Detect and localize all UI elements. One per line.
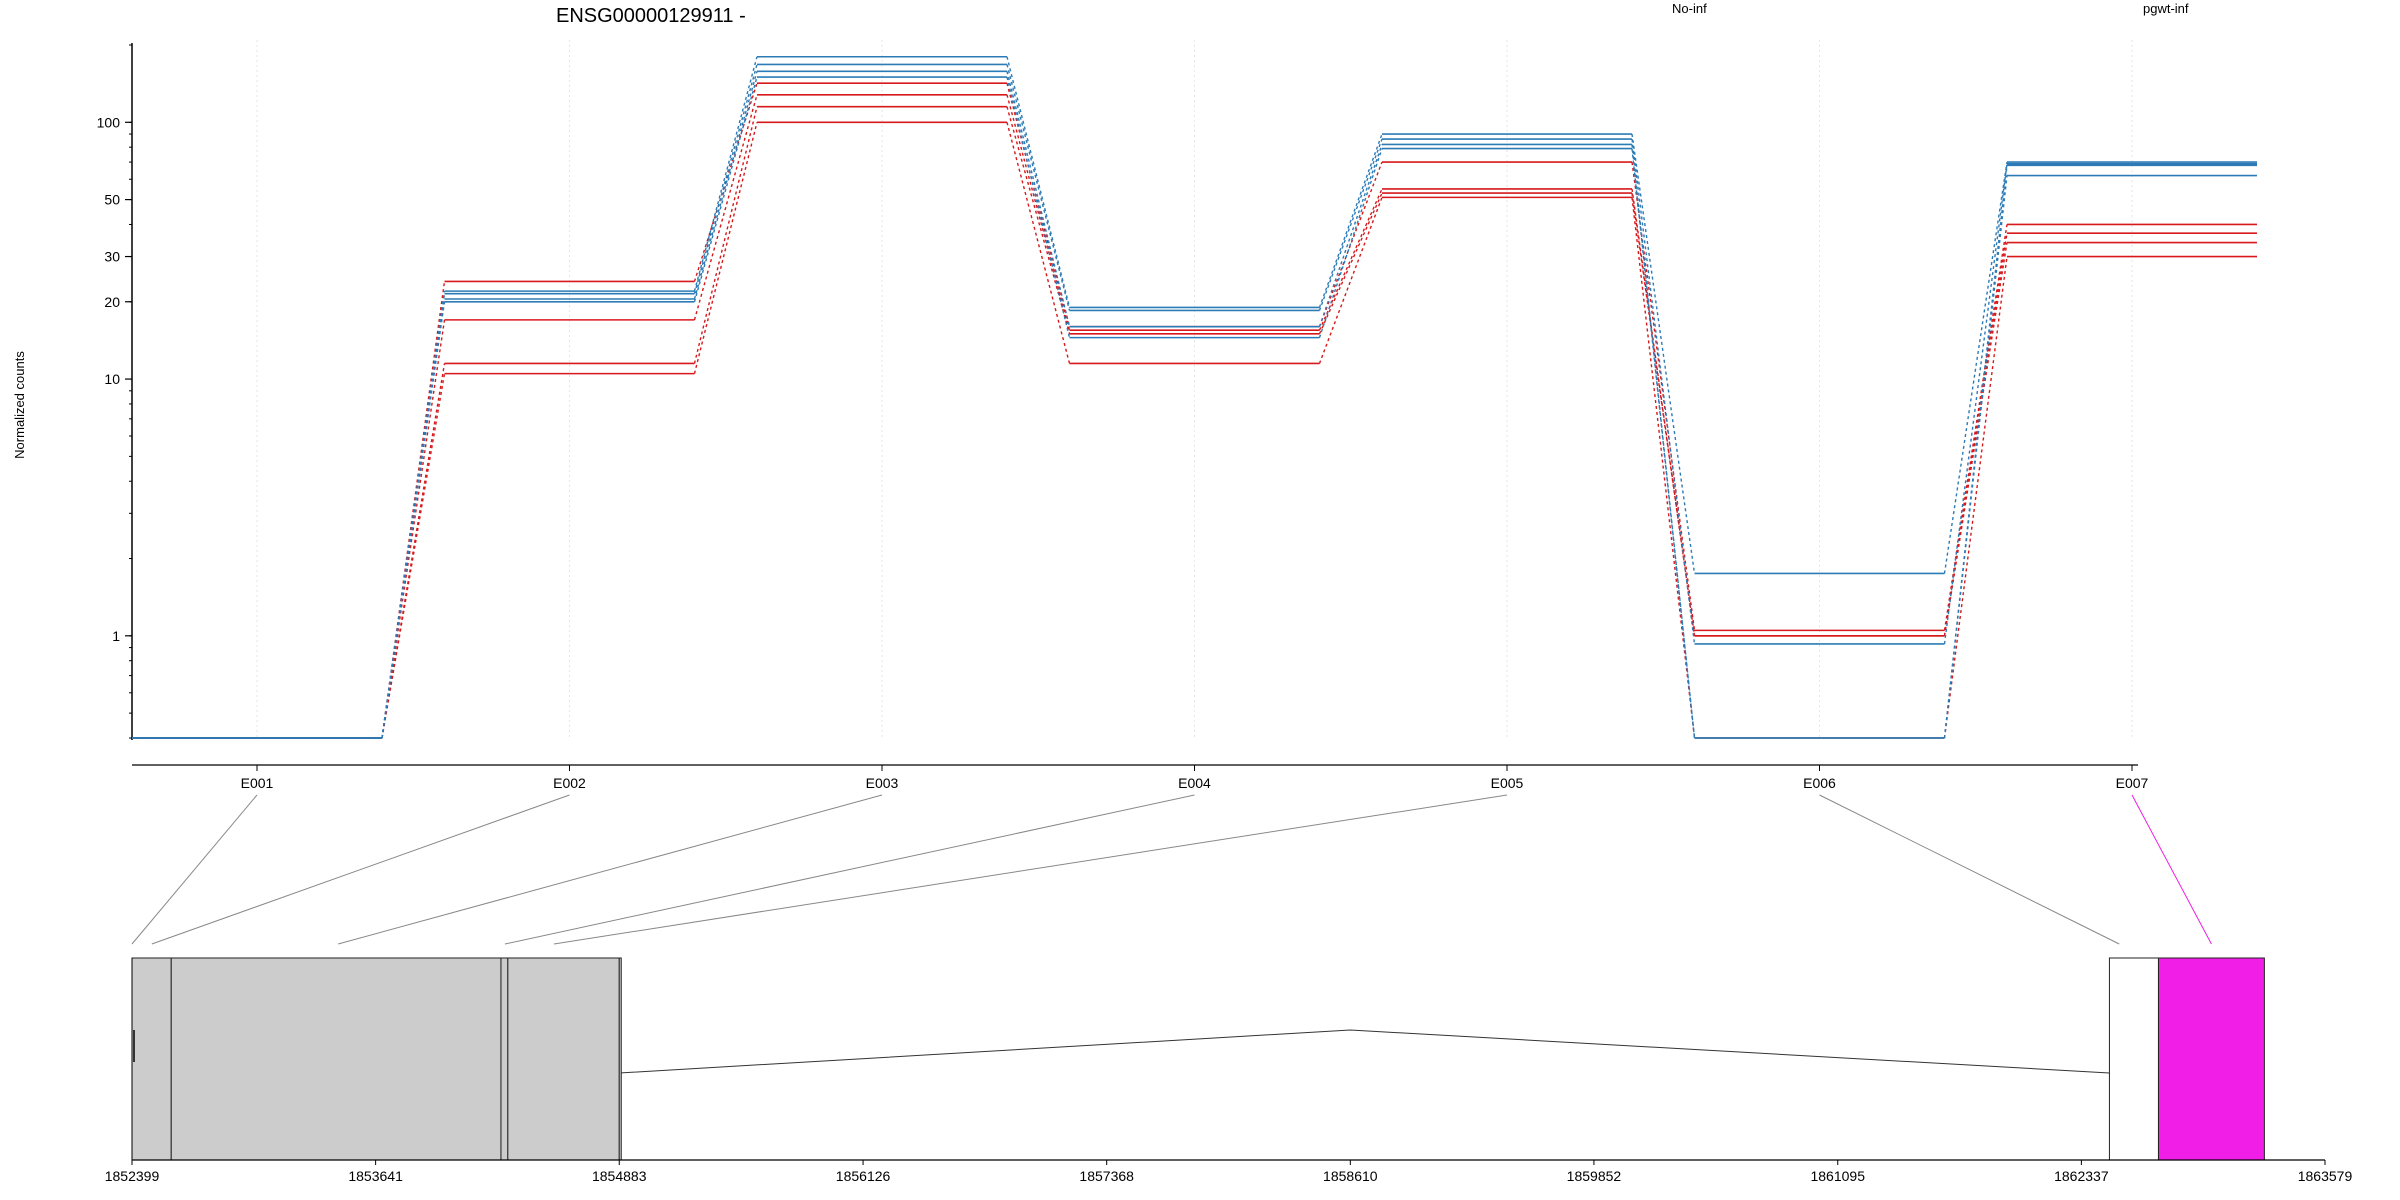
exon-box-e007 <box>2157 957 2265 1161</box>
x-tick-label: E005 <box>1491 775 1524 791</box>
genomic-tick-label: 1857368 <box>1079 1168 1134 1184</box>
exon-connector-line <box>131 794 258 945</box>
connector-mark <box>1943 224 2008 631</box>
exon-box-e006 <box>2108 957 2159 1161</box>
exon-box-e004 <box>507 957 620 1161</box>
series-layer <box>132 55 2257 739</box>
y-tick-label: 100 <box>97 114 121 130</box>
genomic-tick-label: 1863579 <box>2298 1168 2353 1184</box>
y-tick-label: 20 <box>104 294 120 310</box>
connector-mark <box>1631 197 1696 739</box>
connector-mark <box>1318 138 1383 311</box>
genomic-tick-label: 1856126 <box>836 1168 891 1184</box>
chart-title: ENSG00000129911 - <box>556 5 746 27</box>
connector-mark <box>693 64 758 294</box>
x-tick-label: E003 <box>866 775 899 791</box>
x-tick-label: E004 <box>1178 775 1211 791</box>
connector-mark <box>1318 192 1383 335</box>
connector-mark <box>693 106 758 364</box>
connector-mark <box>1006 122 1071 364</box>
connector-mark <box>1943 161 2008 574</box>
exon-connector-line <box>2131 794 2212 945</box>
legend-label-pgwt-inf: pgwt-inf <box>2143 1 2189 16</box>
exon-box-e001 <box>131 957 172 1161</box>
genomic-tick-label: 1854883 <box>592 1168 647 1184</box>
connector-mark <box>1631 148 1696 739</box>
connector-mark <box>1006 76 1071 338</box>
genomic-tick-label: 1862337 <box>2054 1168 2109 1184</box>
connector-mark <box>1318 148 1383 338</box>
y-tick-label: 10 <box>104 371 120 387</box>
connector-mark <box>1943 163 2008 645</box>
connector-mark <box>381 319 446 739</box>
connector-mark <box>1943 256 2008 739</box>
x-tick-label: E007 <box>2116 775 2149 791</box>
connector-mark <box>1006 94 1071 331</box>
legend-label-no-inf: No-inf <box>1672 1 1707 16</box>
connector-mark <box>693 82 758 282</box>
series-no-inf-4 <box>132 121 2257 739</box>
gene-model-layer: 1852399 1853641 1854883 1856126 1857368 18586… <box>105 794 2353 1184</box>
exon-box-e003 <box>500 957 509 1161</box>
connector-mark <box>1006 83 1071 327</box>
connector-mark <box>1318 133 1383 308</box>
axes-layer: 1 10 20 30 50 100 E001 E002 E003 E004 E005 E006 E007 <box>97 43 2149 791</box>
connector-mark <box>693 122 758 374</box>
connector-mark <box>1006 64 1071 311</box>
exon-box-e005 <box>618 957 622 1161</box>
series-pgwt-inf-4 <box>132 76 2257 739</box>
connector-mark <box>1006 56 1071 308</box>
genomic-tick-label: 1861095 <box>1810 1168 1865 1184</box>
x-tick-label: E002 <box>553 775 586 791</box>
connector-mark <box>693 76 758 302</box>
grid-layer <box>256 40 2133 738</box>
connector-mark <box>693 71 758 300</box>
genomic-tick-label: 1852399 <box>105 1168 160 1184</box>
exon-connector-line <box>338 794 883 945</box>
y-axis-label: Normalized counts <box>12 351 27 459</box>
connector-mark <box>381 373 446 739</box>
exon-connector-line <box>1819 794 2120 945</box>
series-pgwt-inf-1 <box>132 55 2257 739</box>
connector-mark <box>1943 175 2008 739</box>
connector-mark <box>1943 242 2008 636</box>
exon-connector-line <box>504 794 1195 945</box>
y-tick-label: 1 <box>112 628 120 644</box>
x-tick-label: E006 <box>1803 775 1836 791</box>
y-tick-label: 50 <box>104 192 120 208</box>
genomic-tick-label: 1859852 <box>1567 1168 1622 1184</box>
connector-mark <box>381 301 446 739</box>
exon-connector-line <box>553 794 1508 945</box>
connector-mark <box>1318 144 1383 327</box>
genomic-tick-label: 1853641 <box>348 1168 403 1184</box>
connector-mark <box>1006 71 1071 327</box>
exon-box-e002 <box>170 957 502 1161</box>
connector-mark <box>693 94 758 321</box>
connector-mark <box>1631 139 1696 645</box>
genomic-tick-label: 1858610 <box>1323 1168 1378 1184</box>
y-tick-label: 30 <box>104 249 120 265</box>
intron-line <box>619 1029 2110 1074</box>
connector-mark <box>1318 161 1383 327</box>
exon-connector-line <box>151 794 570 945</box>
x-tick-label: E001 <box>241 775 274 791</box>
connector-mark <box>1631 133 1696 574</box>
connector-mark <box>693 56 758 292</box>
